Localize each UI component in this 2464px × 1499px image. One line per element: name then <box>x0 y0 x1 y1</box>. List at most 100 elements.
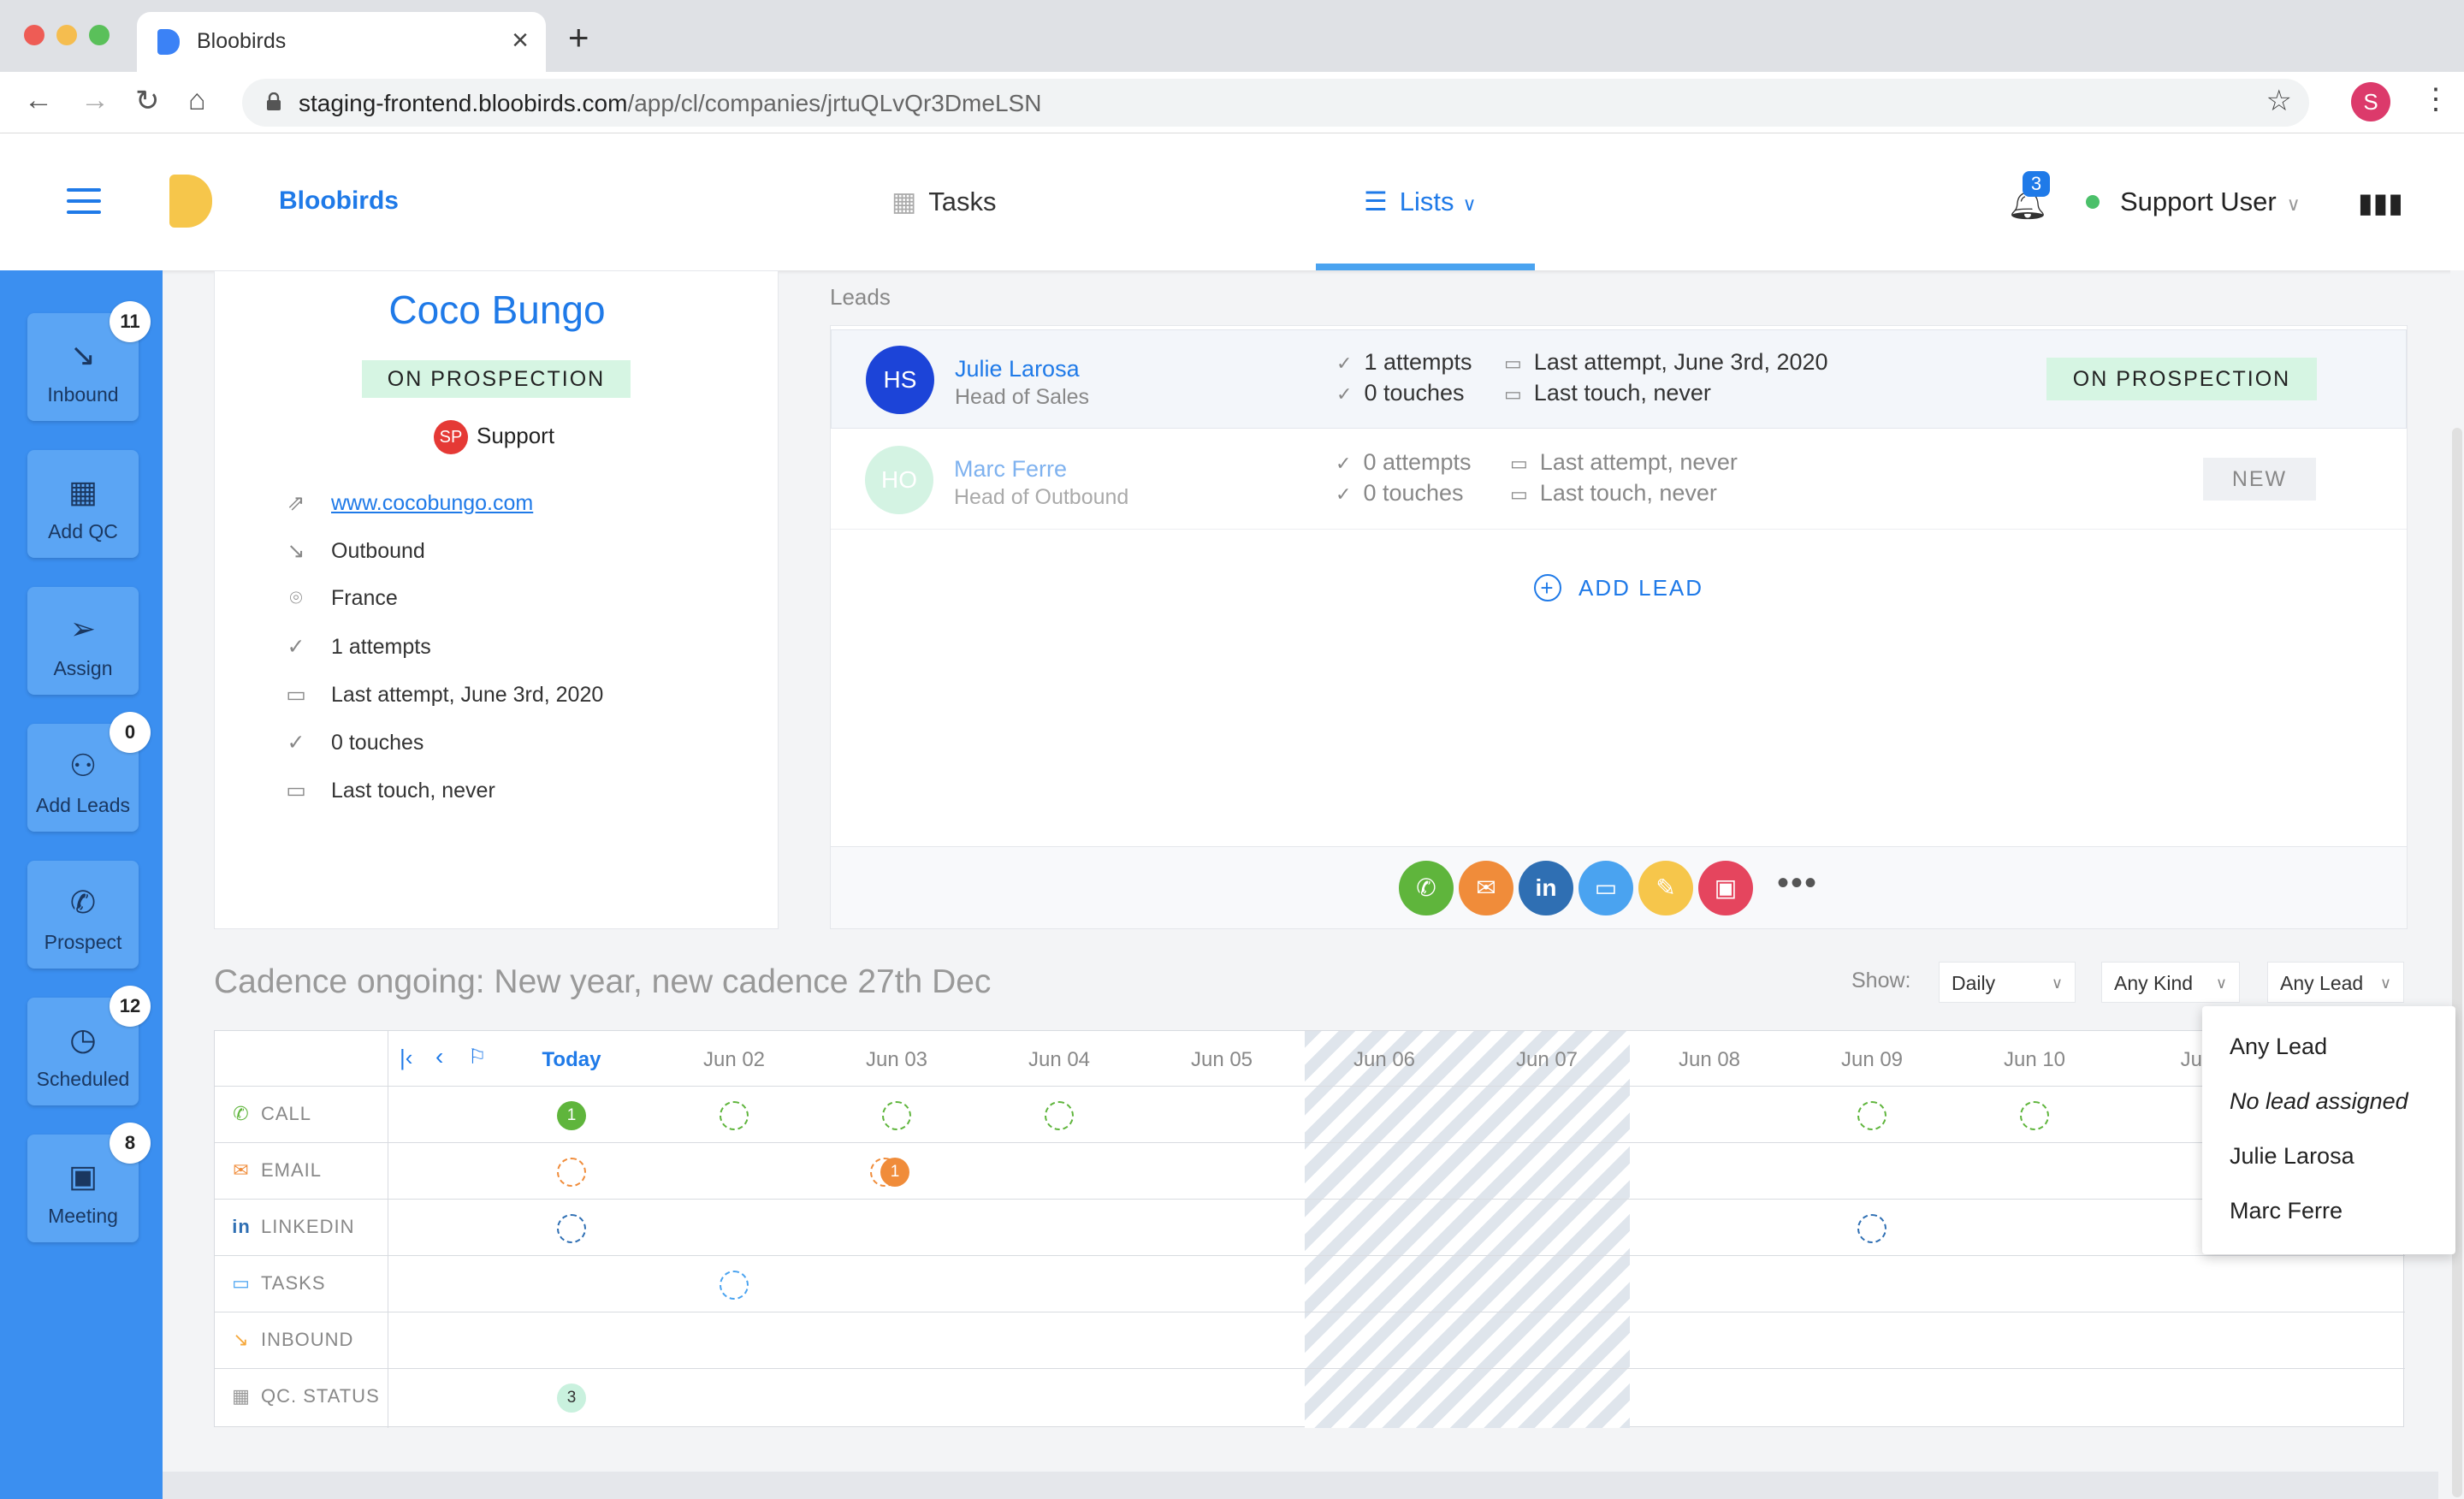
sidebar-item-label: Inbound <box>47 383 119 406</box>
horizontal-scrollbar[interactable] <box>163 1472 2438 1499</box>
call-button[interactable]: ✆ <box>1399 861 1454 915</box>
sidebar-badge: 11 <box>110 301 151 342</box>
maximize-window-button[interactable] <box>89 25 110 45</box>
linkedin-button[interactable]: in <box>1519 861 1573 915</box>
browser-menu-icon[interactable]: ⋮ <box>2421 83 2450 116</box>
bar-chart-icon[interactable]: ▮▮▮ <box>2358 187 2403 218</box>
bookmark-star-icon[interactable]: ☆ <box>2266 85 2292 117</box>
linkedin-scheduled-dot[interactable] <box>1857 1214 1886 1243</box>
sidebar-item-prospect[interactable]: ✆ Prospect <box>27 861 139 969</box>
home-icon[interactable]: ⌂ <box>188 84 206 116</box>
row-label-email: ✉ EMAIL <box>230 1159 322 1182</box>
sidebar-item-add-leads[interactable]: ⚇ Add Leads 0 <box>27 712 151 832</box>
call-scheduled-dot[interactable] <box>1857 1101 1886 1130</box>
chevron-down-icon: ∨ <box>2051 975 2063 992</box>
qc-status-dot[interactable]: 3 <box>557 1383 586 1413</box>
nav-tasks[interactable]: ▦ Tasks <box>891 187 997 217</box>
location-pin-icon: ⌾ <box>289 586 303 610</box>
call-activity-dot[interactable]: 1 <box>557 1101 586 1130</box>
day-header: Jun 10 <box>2003 1048 2066 1071</box>
company-touches: 0 touches <box>331 731 424 755</box>
row-label-tasks: ▭ TASKS <box>230 1272 326 1295</box>
linkedin-scheduled-dot[interactable] <box>557 1214 586 1243</box>
company-source: Outbound <box>331 539 425 563</box>
menu-item-julie-larosa[interactable]: Julie Larosa <box>2230 1143 2354 1169</box>
profile-avatar[interactable]: S <box>2351 82 2390 121</box>
menu-item-marc-ferre[interactable]: Marc Ferre <box>2230 1198 2343 1223</box>
company-last-attempt: Last attempt, June 3rd, 2020 <box>331 683 604 707</box>
vertical-scrollbar-thumb[interactable] <box>2452 428 2462 1497</box>
lead-select[interactable]: Any Lead ∨ <box>2267 962 2404 1003</box>
row-label-text: INBOUND <box>261 1329 354 1350</box>
calendar-icon: ▭ <box>1504 383 1522 405</box>
lead-row[interactable]: HS Julie Larosa Head of Sales ✓ 1 attempt… <box>831 329 2407 429</box>
first-page-icon[interactable]: |‹ <box>400 1045 413 1070</box>
call-scheduled-dot[interactable] <box>1045 1101 1074 1130</box>
period-select[interactable]: Daily ∨ <box>1939 962 2076 1003</box>
minimize-window-button[interactable] <box>56 25 77 45</box>
company-last-touch: Last touch, never <box>331 779 495 803</box>
lead-role: Head of Outbound <box>954 485 1129 509</box>
menu-item-no-lead[interactable]: No lead assigned <box>2230 1088 2408 1114</box>
back-icon[interactable]: ← <box>24 84 53 116</box>
building-icon: ▦ <box>68 474 98 509</box>
day-header: Jun 04 <box>1028 1048 1091 1071</box>
email-scheduled-dot[interactable] <box>557 1158 586 1187</box>
reload-icon[interactable]: ↻ <box>135 85 160 117</box>
call-scheduled-dot[interactable] <box>882 1101 911 1130</box>
row-label-text: QC. STATUS <box>261 1385 380 1407</box>
close-window-button[interactable] <box>24 25 44 45</box>
row-label-text: TASKS <box>261 1272 326 1294</box>
previous-icon[interactable]: ‹ <box>435 1043 444 1069</box>
sidebar-item-scheduled[interactable]: ◷ Scheduled 12 <box>27 986 151 1105</box>
sidebar-item-meeting[interactable]: ▣ Meeting 8 <box>27 1123 151 1242</box>
lead-status-badge: NEW <box>2203 458 2316 501</box>
cadence-grid: |‹ ‹ ⚐ Today Jun 02 Jun 03 Jun 04 Jun 05… <box>214 1030 2405 1428</box>
kind-select[interactable]: Any Kind ∨ <box>2101 962 2240 1003</box>
close-tab-icon[interactable]: × <box>512 24 529 56</box>
hamburger-menu-icon[interactable] <box>67 188 101 214</box>
lead-name[interactable]: Marc Ferre <box>954 456 1068 482</box>
note-button[interactable]: ✎ <box>1638 861 1693 915</box>
call-scheduled-dot[interactable] <box>720 1101 749 1130</box>
new-tab-button[interactable]: + <box>568 17 589 57</box>
calendar-icon: ▭ <box>1510 483 1528 505</box>
sidebar-item-label: Add QC <box>48 520 118 542</box>
nav-lists[interactable]: ☰ Lists ∨ <box>1364 187 1477 217</box>
add-lead-button[interactable]: + ADD LEAD <box>1534 574 1703 601</box>
call-scheduled-dot[interactable] <box>2020 1101 2049 1130</box>
bloobirds-logo <box>169 175 212 228</box>
task-scheduled-dot[interactable] <box>720 1271 749 1300</box>
clock-icon: ◷ <box>69 1022 97 1057</box>
lead-last-attempt: Last attempt, June 3rd, 2020 <box>1533 349 1828 375</box>
flag-icon[interactable]: ⚐ <box>468 1046 487 1069</box>
sidebar-item-assign[interactable]: ➢ Assign <box>27 587 139 695</box>
task-button[interactable]: ▭ <box>1578 861 1633 915</box>
lead-row[interactable]: HO Marc Ferre Head of Outbound ✓ 0 attemp… <box>831 430 2407 530</box>
company-website-link[interactable]: www.cocobungo.com <box>331 491 534 515</box>
url-host: staging-frontend.bloobirds.com <box>299 90 628 116</box>
lead-last-touch: Last touch, never <box>1539 480 1717 506</box>
row-label-text: CALL <box>261 1103 312 1124</box>
email-activity-dot[interactable]: 1 <box>880 1158 909 1187</box>
more-options-icon[interactable]: ••• <box>1777 864 1819 902</box>
forward-icon[interactable]: → <box>80 84 110 116</box>
sidebar-item-label: Add Leads <box>36 794 130 816</box>
browser-tab[interactable]: Bloobirds × <box>137 12 546 74</box>
sidebar-item-add-qc[interactable]: ▦ Add QC <box>27 450 139 558</box>
brand-name[interactable]: Bloobirds <box>279 187 399 215</box>
day-header: Jun 02 <box>702 1048 766 1071</box>
owner-name: Support <box>477 423 555 448</box>
email-button[interactable]: ✉ <box>1459 861 1513 915</box>
linkedin-icon: in <box>232 1216 251 1237</box>
sidebar: ↘ Inbound 11 ▦ Add QC ➢ Assign ⚇ Add Leads 0 ✆… <box>0 270 163 1499</box>
notification-badge: 3 <box>2023 171 2050 197</box>
lead-name[interactable]: Julie Larosa <box>955 356 1080 382</box>
user-menu[interactable]: Support User ∨ <box>2120 187 2301 217</box>
meeting-button[interactable]: ▣ <box>1698 861 1753 915</box>
arrow-down-right-icon: ↘ <box>287 539 305 563</box>
menu-item-any-lead[interactable]: Any Lead <box>2230 1034 2328 1059</box>
url-field[interactable]: staging-frontend.bloobirds.com/app/cl/co… <box>242 79 2309 127</box>
sidebar-badge: 12 <box>110 986 151 1027</box>
sidebar-item-inbound[interactable]: ↘ Inbound 11 <box>27 301 151 421</box>
